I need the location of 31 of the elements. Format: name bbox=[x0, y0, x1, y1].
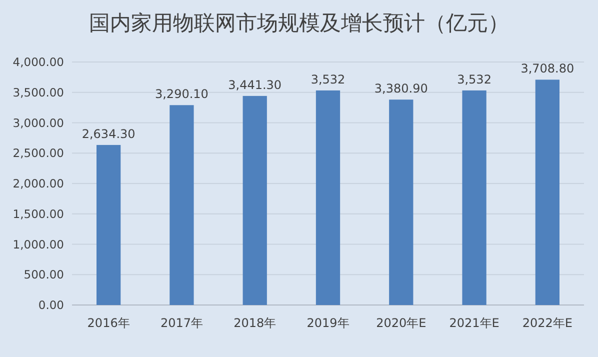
y-tick-label: 3,000.00 bbox=[12, 116, 64, 130]
y-tick-label: 1,000.00 bbox=[12, 237, 64, 252]
y-tick-label: 4,000.00 bbox=[12, 55, 64, 69]
data-label: 3,532 bbox=[310, 72, 346, 86]
data-label: 3,380.90 bbox=[374, 82, 428, 96]
x-tick-label: 2021年E bbox=[449, 316, 500, 330]
bar bbox=[535, 80, 560, 305]
x-tick-label: 2022年E bbox=[522, 316, 572, 330]
data-label: 3,290.10 bbox=[154, 87, 208, 102]
y-tick-label: 3,500.00 bbox=[12, 85, 64, 100]
bar bbox=[170, 105, 194, 305]
y-tick-label: 2,500.00 bbox=[12, 146, 64, 160]
x-tick-label: 2020年E bbox=[376, 316, 426, 330]
data-label: 3,441.30 bbox=[228, 78, 282, 92]
bar bbox=[242, 96, 267, 305]
x-tick-label: 2016年 bbox=[87, 316, 130, 330]
y-tick-label: 2,000.00 bbox=[12, 176, 64, 190]
y-tick-label: 1,500.00 bbox=[12, 206, 64, 221]
x-tick-label: 2019年 bbox=[306, 316, 350, 330]
data-label: 3,708.80 bbox=[520, 62, 574, 76]
y-tick-label: 0.00 bbox=[38, 298, 64, 312]
x-tick-label: 2017年 bbox=[160, 316, 203, 330]
x-tick-label: 2018年 bbox=[234, 316, 276, 330]
bar bbox=[462, 90, 486, 305]
bar bbox=[389, 100, 414, 305]
data-label: 2,634.30 bbox=[82, 126, 136, 141]
bar bbox=[96, 144, 121, 305]
chart-title: 国内家用物联网市场规模及增长预计（亿元） bbox=[89, 11, 509, 35]
data-label: 3,532 bbox=[457, 72, 492, 86]
bar bbox=[316, 90, 340, 305]
y-tick-label: 500.00 bbox=[24, 268, 64, 282]
